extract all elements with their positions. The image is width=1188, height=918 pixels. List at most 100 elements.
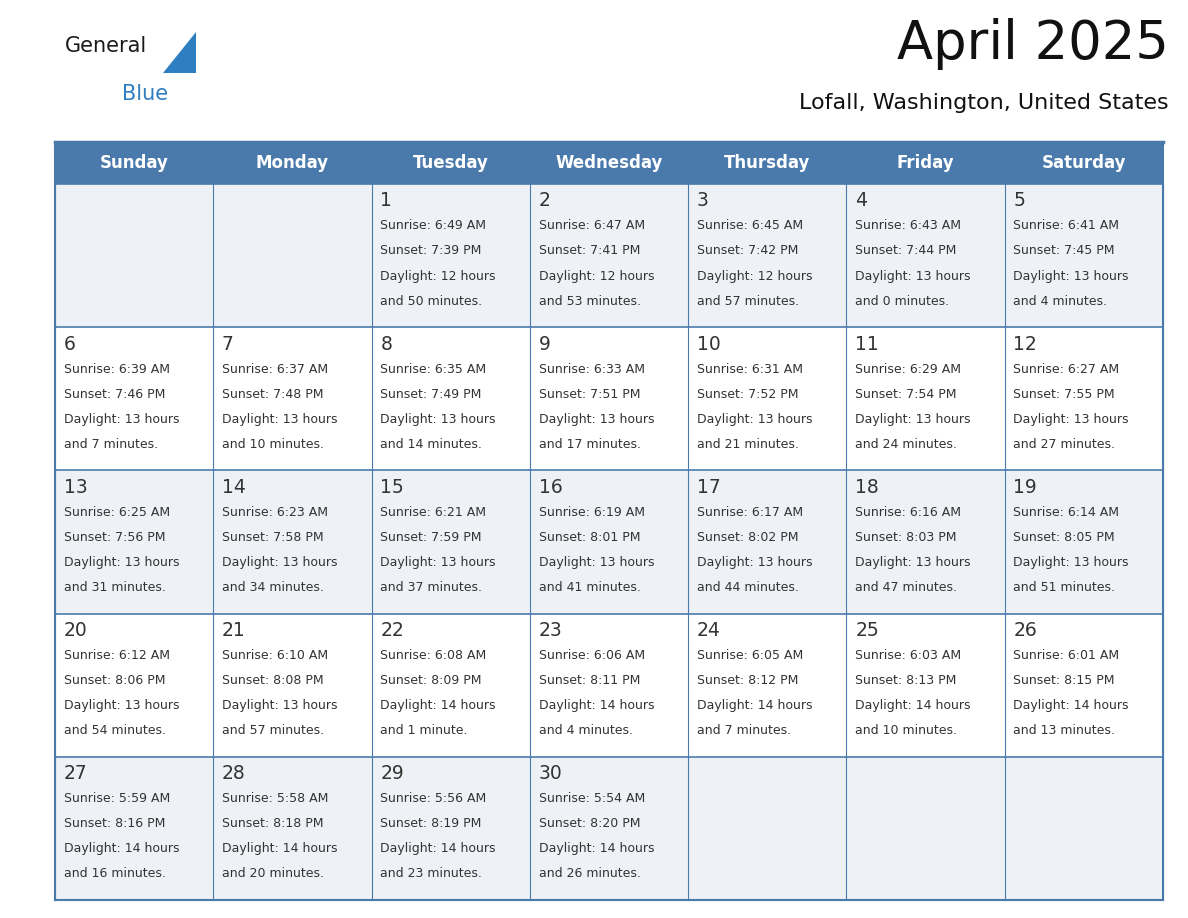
Text: Daylight: 13 hours: Daylight: 13 hours [855, 556, 971, 569]
Text: Sunrise: 6:19 AM: Sunrise: 6:19 AM [538, 506, 645, 519]
Text: Sunset: 8:03 PM: Sunset: 8:03 PM [855, 531, 956, 543]
Text: Daylight: 13 hours: Daylight: 13 hours [64, 413, 179, 426]
Text: and 37 minutes.: and 37 minutes. [380, 581, 482, 594]
Text: Sunrise: 5:56 AM: Sunrise: 5:56 AM [380, 792, 487, 805]
Text: 20: 20 [64, 621, 88, 640]
Text: Thursday: Thursday [725, 154, 810, 172]
Text: Sunrise: 6:01 AM: Sunrise: 6:01 AM [1013, 649, 1119, 662]
Text: Sunrise: 6:37 AM: Sunrise: 6:37 AM [222, 363, 328, 375]
Polygon shape [163, 32, 196, 73]
Text: 3: 3 [697, 191, 709, 210]
Text: and 53 minutes.: and 53 minutes. [538, 295, 640, 308]
Text: Sunset: 8:16 PM: Sunset: 8:16 PM [64, 817, 165, 830]
Text: Sunrise: 6:10 AM: Sunrise: 6:10 AM [222, 649, 328, 662]
Text: Daylight: 12 hours: Daylight: 12 hours [697, 270, 813, 283]
Text: and 41 minutes.: and 41 minutes. [538, 581, 640, 594]
Text: Daylight: 13 hours: Daylight: 13 hours [697, 556, 813, 569]
Text: and 10 minutes.: and 10 minutes. [855, 724, 958, 737]
Text: Daylight: 14 hours: Daylight: 14 hours [222, 843, 337, 856]
Text: Daylight: 13 hours: Daylight: 13 hours [855, 270, 971, 283]
Text: and 0 minutes.: and 0 minutes. [855, 295, 949, 308]
Text: Daylight: 13 hours: Daylight: 13 hours [538, 556, 655, 569]
Text: 30: 30 [538, 764, 562, 783]
Text: and 24 minutes.: and 24 minutes. [855, 438, 958, 451]
Text: 29: 29 [380, 764, 404, 783]
Text: Sunset: 8:19 PM: Sunset: 8:19 PM [380, 817, 481, 830]
Text: and 51 minutes.: and 51 minutes. [1013, 581, 1116, 594]
Text: Sunrise: 6:29 AM: Sunrise: 6:29 AM [855, 363, 961, 375]
Text: Daylight: 13 hours: Daylight: 13 hours [380, 413, 495, 426]
Text: 9: 9 [538, 334, 550, 353]
Text: 18: 18 [855, 477, 879, 497]
Text: Sunrise: 6:41 AM: Sunrise: 6:41 AM [1013, 219, 1119, 232]
Text: 2: 2 [538, 191, 550, 210]
Text: Sunset: 8:01 PM: Sunset: 8:01 PM [538, 531, 640, 543]
Text: Sunrise: 6:45 AM: Sunrise: 6:45 AM [697, 219, 803, 232]
Text: Daylight: 13 hours: Daylight: 13 hours [222, 700, 337, 712]
Text: and 7 minutes.: and 7 minutes. [697, 724, 791, 737]
Text: and 31 minutes.: and 31 minutes. [64, 581, 165, 594]
Text: Friday: Friday [897, 154, 954, 172]
Text: Sunrise: 5:59 AM: Sunrise: 5:59 AM [64, 792, 170, 805]
Text: and 57 minutes.: and 57 minutes. [697, 295, 800, 308]
Text: 6: 6 [64, 334, 76, 353]
Text: Daylight: 14 hours: Daylight: 14 hours [64, 843, 179, 856]
Bar [55, 142, 1163, 184]
Text: and 14 minutes.: and 14 minutes. [380, 438, 482, 451]
Text: 8: 8 [380, 334, 392, 353]
Text: Daylight: 13 hours: Daylight: 13 hours [380, 556, 495, 569]
Text: Sunrise: 6:16 AM: Sunrise: 6:16 AM [855, 506, 961, 519]
Text: Sunrise: 6:17 AM: Sunrise: 6:17 AM [697, 506, 803, 519]
Text: Daylight: 13 hours: Daylight: 13 hours [64, 700, 179, 712]
Text: Monday: Monday [255, 154, 329, 172]
Text: 21: 21 [222, 621, 246, 640]
Bar [55, 613, 1163, 756]
Text: Daylight: 13 hours: Daylight: 13 hours [538, 413, 655, 426]
Text: Daylight: 14 hours: Daylight: 14 hours [538, 700, 655, 712]
Text: Daylight: 14 hours: Daylight: 14 hours [697, 700, 813, 712]
Text: Daylight: 14 hours: Daylight: 14 hours [538, 843, 655, 856]
Text: Saturday: Saturday [1042, 154, 1126, 172]
Text: Lofall, Washington, United States: Lofall, Washington, United States [800, 94, 1169, 113]
Text: Sunrise: 6:21 AM: Sunrise: 6:21 AM [380, 506, 486, 519]
Text: Sunset: 7:46 PM: Sunset: 7:46 PM [64, 387, 165, 400]
Text: Daylight: 12 hours: Daylight: 12 hours [538, 270, 655, 283]
Text: Sunrise: 5:54 AM: Sunrise: 5:54 AM [538, 792, 645, 805]
Text: and 13 minutes.: and 13 minutes. [1013, 724, 1116, 737]
Text: and 21 minutes.: and 21 minutes. [697, 438, 798, 451]
Text: Sunset: 7:45 PM: Sunset: 7:45 PM [1013, 244, 1114, 257]
Bar [55, 184, 1163, 327]
Text: Daylight: 13 hours: Daylight: 13 hours [1013, 413, 1129, 426]
Text: and 4 minutes.: and 4 minutes. [538, 724, 632, 737]
Text: 4: 4 [855, 191, 867, 210]
Text: Sunrise: 6:31 AM: Sunrise: 6:31 AM [697, 363, 803, 375]
Text: 19: 19 [1013, 477, 1037, 497]
Text: Daylight: 13 hours: Daylight: 13 hours [222, 413, 337, 426]
Text: Sunset: 8:05 PM: Sunset: 8:05 PM [1013, 531, 1116, 543]
Text: Sunrise: 6:25 AM: Sunrise: 6:25 AM [64, 506, 170, 519]
Text: Sunset: 8:18 PM: Sunset: 8:18 PM [222, 817, 323, 830]
Text: General: General [65, 37, 147, 56]
Text: Sunset: 8:12 PM: Sunset: 8:12 PM [697, 674, 798, 687]
Text: and 17 minutes.: and 17 minutes. [538, 438, 640, 451]
Text: Daylight: 13 hours: Daylight: 13 hours [1013, 556, 1129, 569]
Text: Sunset: 8:20 PM: Sunset: 8:20 PM [538, 817, 640, 830]
Text: Daylight: 13 hours: Daylight: 13 hours [1013, 270, 1129, 283]
Text: Sunset: 7:39 PM: Sunset: 7:39 PM [380, 244, 481, 257]
Text: 14: 14 [222, 477, 246, 497]
Bar [55, 327, 1163, 470]
Text: Sunrise: 6:14 AM: Sunrise: 6:14 AM [1013, 506, 1119, 519]
Text: Daylight: 13 hours: Daylight: 13 hours [64, 556, 179, 569]
Text: Daylight: 13 hours: Daylight: 13 hours [222, 556, 337, 569]
Text: and 7 minutes.: and 7 minutes. [64, 438, 158, 451]
Text: and 54 minutes.: and 54 minutes. [64, 724, 165, 737]
Text: Sunset: 7:48 PM: Sunset: 7:48 PM [222, 387, 323, 400]
Text: Sunrise: 6:03 AM: Sunrise: 6:03 AM [855, 649, 961, 662]
Text: Wednesday: Wednesday [555, 154, 663, 172]
Text: Daylight: 12 hours: Daylight: 12 hours [380, 270, 495, 283]
Text: Daylight: 14 hours: Daylight: 14 hours [855, 700, 971, 712]
Text: Sunset: 7:55 PM: Sunset: 7:55 PM [1013, 387, 1116, 400]
Text: and 10 minutes.: and 10 minutes. [222, 438, 324, 451]
Bar [55, 756, 1163, 900]
Text: Sunset: 7:54 PM: Sunset: 7:54 PM [855, 387, 956, 400]
